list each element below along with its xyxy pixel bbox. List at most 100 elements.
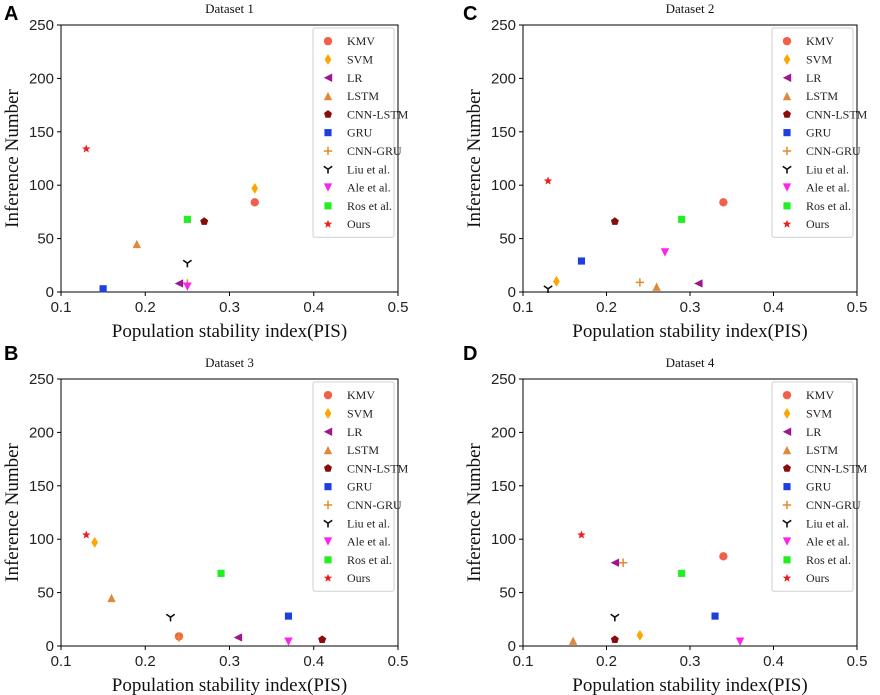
legend-label-lstm: LSTM (806, 89, 838, 103)
legend-marker-kmv (323, 36, 333, 46)
legend-marker-lstm (323, 445, 333, 455)
data-point-ros-et-al (183, 215, 191, 223)
legend-label-liu-et-al: Liu et al. (806, 516, 849, 530)
legend-marker-gru (783, 129, 791, 137)
chart-panel-A: A Dataset 1 0.1 0.2 0.3 0.4 0.5 0 50 100 150 200 250… (2, 1, 409, 342)
data-point-kmv (719, 552, 728, 561)
x-tick-label: 0.3 (219, 299, 240, 316)
legend-label-kmv: KMV (347, 34, 375, 48)
data-point-ours (82, 144, 91, 153)
chart-panel-C: C Dataset 2 0.1 0.2 0.3 0.4 0.5 0 50 100 150 200 250… (463, 1, 868, 342)
x-tick-label: 0.1 (513, 653, 534, 670)
x-tick-label: 0.4 (763, 299, 784, 316)
data-point-ros-et-al (678, 215, 686, 223)
y-tick-label: 250 (491, 371, 516, 388)
legend-marker-ros-et-al (783, 202, 791, 210)
y-tick-label: 200 (491, 70, 516, 87)
data-point-lr (174, 279, 184, 288)
legend-label-ale-et-al: Ale et al. (806, 181, 850, 195)
y-axis-label: Inference Number (2, 442, 23, 581)
y-tick-label: 150 (29, 478, 54, 495)
legend-label-cnn-gru: CNN-GRU (347, 144, 402, 158)
legend-label-ale-et-al: Ale et al. (347, 535, 391, 549)
legend-label-cnn-gru: CNN-GRU (347, 498, 402, 512)
data-point-lstm (132, 239, 142, 249)
data-point-cnn-lstm (610, 217, 619, 225)
data-point-cnn-lstm (200, 217, 209, 225)
data-point-cnn-gru (619, 558, 628, 567)
legend-marker-gru (324, 129, 332, 137)
x-tick-label: 0.4 (303, 299, 324, 316)
data-point-gru (99, 285, 107, 293)
legend-label-gru: GRU (806, 126, 832, 140)
legend-label-cnn-gru: CNN-GRU (806, 144, 861, 158)
legend-label-svm: SVM (347, 406, 373, 420)
data-point-ours (82, 530, 91, 539)
legend-marker-lstm (782, 445, 792, 455)
legend-marker-ros-et-al (783, 556, 791, 564)
x-tick-label: 0.2 (135, 653, 156, 670)
y-tick-label: 100 (29, 531, 54, 548)
y-tick-label: 250 (29, 371, 54, 388)
panel-letter: C (463, 3, 477, 25)
data-point-svm (553, 275, 560, 287)
legend-marker-liu-et-al (323, 165, 333, 174)
legend-marker-cnn-gru (782, 500, 792, 510)
x-tick-label: 0.3 (680, 653, 701, 670)
y-tick-label: 0 (508, 638, 516, 655)
legend-marker-ale-et-al (782, 183, 792, 192)
x-tick-label: 0.3 (219, 653, 240, 670)
x-tick-label: 0.4 (763, 653, 784, 670)
legend-label-lr: LR (806, 71, 821, 85)
legend-box (312, 381, 395, 592)
legend-label-gru: GRU (347, 126, 373, 140)
legend-label-cnn-lstm: CNN-LSTM (806, 107, 868, 121)
data-point-ale-et-al (183, 282, 192, 291)
data-point-lr (610, 558, 620, 567)
y-tick-label: 200 (29, 70, 54, 87)
x-tick-label: 0.1 (51, 299, 72, 316)
chart-title: Dataset 4 (666, 355, 715, 370)
data-point-lstm (652, 282, 661, 291)
legend-label-lstm: LSTM (806, 443, 838, 457)
y-tick-label: 100 (29, 177, 54, 194)
legend-label-lr: LR (806, 425, 821, 439)
y-tick-label: 150 (29, 124, 54, 141)
legend-marker-kmv (782, 390, 792, 400)
data-point-svm (636, 629, 644, 641)
chart-title: Dataset 3 (205, 355, 254, 370)
data-point-ale-et-al (660, 248, 670, 257)
x-tick-label: 0.2 (596, 299, 617, 316)
chart-panel-D: D Dataset 4 0.1 0.2 0.3 0.4 0.5 0 50 100 150 200 250… (463, 343, 868, 695)
legend-marker-ale-et-al (323, 183, 333, 192)
legend-label-kmv: KMV (347, 388, 375, 402)
legend-label-lr: LR (347, 71, 362, 85)
legend-marker-ours (323, 573, 333, 582)
legend-label-gru: GRU (806, 480, 832, 494)
legend-marker-cnn-gru (782, 146, 792, 156)
y-tick-label: 0 (508, 284, 516, 301)
data-point-ale-et-al (735, 637, 745, 646)
data-point-ros-et-al (678, 569, 686, 577)
legend-marker-svm (783, 53, 791, 65)
data-point-lstm (568, 636, 578, 645)
y-tick-label: 50 (499, 585, 516, 602)
legend-label-ros-et-al: Ros et al. (806, 553, 851, 567)
legend-marker-kmv (782, 36, 792, 46)
legend-label-ros-et-al: Ros et al. (347, 553, 392, 567)
legend-box (771, 381, 854, 592)
x-axis-label: Population stability index(PIS) (572, 321, 807, 342)
legend-marker-ros-et-al (324, 202, 332, 210)
y-tick-label: 50 (499, 231, 516, 248)
y-tick-label: 50 (37, 231, 54, 248)
x-tick-label: 0.4 (303, 653, 324, 670)
legend-marker-svm (324, 407, 332, 419)
legend-box (312, 27, 395, 238)
x-tick-label: 0.5 (847, 653, 868, 670)
legend-marker-lr (323, 73, 333, 82)
legend-marker-gru (324, 483, 332, 491)
data-point-lr (694, 279, 703, 288)
legend-label-ours: Ours (347, 571, 371, 585)
data-point-lr (233, 633, 243, 642)
